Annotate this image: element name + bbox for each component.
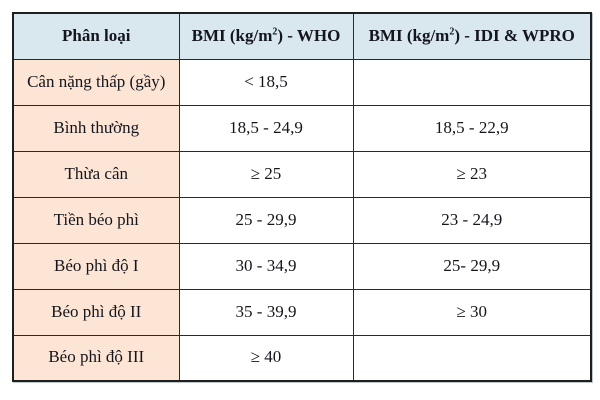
who-value: ≥ 40	[178, 334, 354, 382]
bmi-classification-table: Phân loại BMI (kg/m2) - WHO BMI (kg/m2) …	[12, 12, 592, 382]
table-row: Béo phì độ III ≥ 40	[12, 334, 592, 382]
table-row: Tiền béo phì 25 - 29,9 23 - 24,9	[12, 196, 592, 244]
row-label-obese-1: Béo phì độ I	[12, 242, 180, 290]
row-label-normal: Bình thường	[12, 104, 180, 152]
idi-wpro-value: 18,5 - 22,9	[352, 104, 592, 152]
row-label-underweight: Cân nặng thấp (gầy)	[12, 58, 180, 106]
idi-wpro-value: 25- 29,9	[352, 242, 592, 290]
who-value: ≥ 25	[178, 150, 354, 198]
who-value: < 18,5	[178, 58, 354, 106]
row-label-obese-2: Béo phì độ II	[12, 288, 180, 336]
bmi-table-container: Phân loại BMI (kg/m2) - WHO BMI (kg/m2) …	[12, 12, 592, 382]
table-row: Bình thường 18,5 - 24,9 18,5 - 22,9	[12, 104, 592, 152]
idi-wpro-value	[352, 58, 592, 106]
row-label-overweight: Thừa cân	[12, 150, 180, 198]
header-cell-idi-wpro: BMI (kg/m2) - IDI & WPRO	[352, 12, 592, 60]
table-row: Cân nặng thấp (gầy) < 18,5	[12, 58, 592, 106]
table-row: Béo phì độ I 30 - 34,9 25- 29,9	[12, 242, 592, 290]
who-value: 35 - 39,9	[178, 288, 354, 336]
header-cell-category: Phân loại	[12, 12, 180, 60]
who-value: 18,5 - 24,9	[178, 104, 354, 152]
idi-wpro-value: ≥ 23	[352, 150, 592, 198]
header-row: Phân loại BMI (kg/m2) - WHO BMI (kg/m2) …	[12, 12, 592, 60]
idi-wpro-value	[352, 334, 592, 382]
row-label-preobese: Tiền béo phì	[12, 196, 180, 244]
idi-wpro-value: 23 - 24,9	[352, 196, 592, 244]
idi-wpro-value: ≥ 30	[352, 288, 592, 336]
who-value: 30 - 34,9	[178, 242, 354, 290]
who-value: 25 - 29,9	[178, 196, 354, 244]
table-row: Thừa cân ≥ 25 ≥ 23	[12, 150, 592, 198]
table-row: Béo phì độ II 35 - 39,9 ≥ 30	[12, 288, 592, 336]
row-label-obese-3: Béo phì độ III	[12, 334, 180, 382]
header-cell-who: BMI (kg/m2) - WHO	[178, 12, 354, 60]
